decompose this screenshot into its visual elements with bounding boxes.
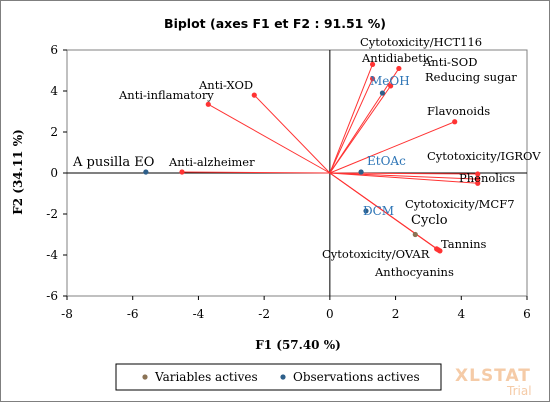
watermark-tag: Trial bbox=[506, 384, 532, 398]
observation-point bbox=[363, 208, 369, 214]
vector-label: Cytotoxicity/MCF7 bbox=[405, 197, 515, 211]
vector-label: Cytotoxicity/IGROV bbox=[427, 149, 541, 163]
observation-point bbox=[379, 90, 386, 96]
vector-point bbox=[205, 101, 211, 107]
x-tick-label: 4 bbox=[457, 307, 465, 321]
observation-point bbox=[358, 169, 364, 175]
observation-label: Cyclo bbox=[411, 213, 448, 228]
vector-label: Antidiabetic bbox=[361, 51, 433, 65]
y-axis-label: F2 (34.11 %) bbox=[11, 129, 25, 215]
vector-line bbox=[329, 172, 437, 250]
observation-point bbox=[143, 169, 149, 175]
observation-label: DCM bbox=[363, 204, 394, 218]
legend-observations-label: Observations actives bbox=[293, 370, 420, 384]
vector-label: Anti-inflamatory bbox=[118, 88, 214, 102]
vector-line bbox=[329, 172, 478, 184]
vector-line bbox=[329, 85, 392, 174]
legend: Variables actives Observations actives bbox=[115, 363, 442, 391]
y-tick-label: 4 bbox=[50, 84, 58, 98]
observation-labels: A pusilla EO MeOH EtOAc DCM Cyclo bbox=[72, 74, 448, 228]
vector-label: Anti-SOD bbox=[422, 55, 477, 69]
vector-label: Anti-XOD bbox=[198, 78, 253, 92]
vector-label: Phenolics bbox=[459, 171, 515, 185]
vector-label: Cytotoxicity/HCT116 bbox=[360, 35, 482, 49]
observation-points bbox=[143, 90, 418, 238]
vector-point bbox=[251, 92, 257, 98]
y-tick-label: -2 bbox=[46, 207, 58, 221]
vector-line bbox=[253, 94, 331, 174]
vector-line bbox=[329, 121, 455, 174]
y-tick-label: -6 bbox=[46, 289, 58, 303]
vector-point bbox=[369, 61, 376, 67]
y-tick-label: 0 bbox=[50, 166, 58, 180]
observation-point bbox=[412, 231, 418, 238]
y-tick-label: 2 bbox=[50, 125, 58, 139]
legend-observations-marker bbox=[280, 374, 286, 380]
x-tick-label: -8 bbox=[61, 307, 73, 321]
watermark-brand: XLSTAT bbox=[455, 366, 531, 386]
x-tick-label: 6 bbox=[523, 307, 531, 321]
vector-point bbox=[434, 246, 440, 252]
vector-point bbox=[475, 171, 481, 177]
vector-label: Flavonoids bbox=[427, 104, 490, 118]
vector-line bbox=[329, 64, 374, 174]
legend-box bbox=[115, 363, 442, 391]
x-tick-label: -2 bbox=[258, 307, 270, 321]
vector-point bbox=[369, 76, 376, 82]
x-axis-label: F1 (57.40 %) bbox=[255, 338, 341, 352]
vector-line bbox=[329, 172, 478, 180]
vector-label: Reducing sugar bbox=[425, 70, 517, 84]
y-tick-label: 6 bbox=[50, 43, 58, 57]
chart-title: Biplot (axes F1 et F2 : 91.51 %) bbox=[164, 16, 386, 31]
observation-label: EtOAc bbox=[367, 154, 406, 168]
vector-label: Anti-alzheimer bbox=[168, 155, 255, 169]
observation-label: A pusilla EO bbox=[72, 155, 154, 170]
x-tick-label: 0 bbox=[326, 307, 334, 321]
variable-vectors bbox=[179, 61, 481, 254]
vector-point bbox=[388, 83, 394, 89]
y-tick-label: -4 bbox=[46, 248, 58, 262]
vector-point bbox=[452, 119, 458, 125]
vector-point bbox=[396, 65, 402, 72]
x-tick-label: -4 bbox=[193, 307, 205, 321]
vector-label: Cytotoxicity/OVAR bbox=[322, 247, 430, 261]
observation-label: MeOH bbox=[370, 74, 410, 88]
vector-line bbox=[181, 171, 330, 174]
x-tick-label: 2 bbox=[392, 307, 400, 321]
legend-variables-marker bbox=[142, 374, 148, 380]
vector-line bbox=[329, 172, 478, 175]
vector-label: Tannins bbox=[441, 237, 487, 251]
vector-point bbox=[475, 180, 481, 186]
vector-point bbox=[179, 169, 185, 175]
vector-label: Anthocyanins bbox=[374, 265, 454, 279]
x-tick-label: -6 bbox=[127, 307, 139, 321]
vector-point bbox=[475, 176, 481, 182]
variable-labels: Cytotoxicity/HCT116 AntidiabeticAnti-SODR… bbox=[118, 35, 541, 279]
legend-variables-label: Variables actives bbox=[154, 370, 258, 384]
vector-line bbox=[329, 68, 400, 174]
vector-line bbox=[329, 78, 374, 174]
vector-line bbox=[208, 103, 331, 174]
